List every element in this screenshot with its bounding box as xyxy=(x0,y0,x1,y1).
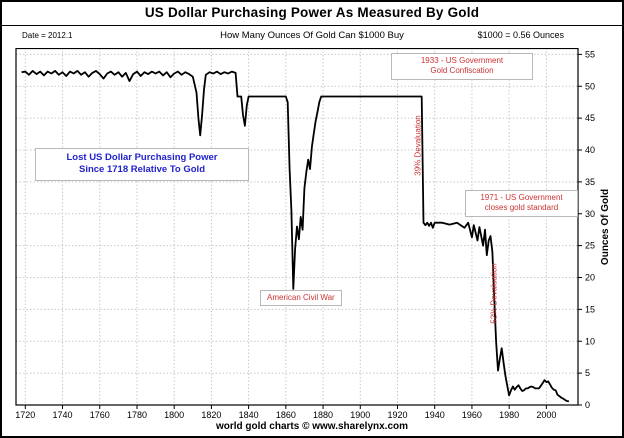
x-tick-label: 1780 xyxy=(127,410,147,420)
y-tick-label: 25 xyxy=(585,241,595,251)
x-tick-label: 1720 xyxy=(15,410,35,420)
annotation-52-percent-devaluation: 52% Devaluation xyxy=(489,263,499,324)
credit-text: world gold charts © www.sharelynx.com xyxy=(215,421,409,432)
y-tick-label: 30 xyxy=(585,209,595,219)
y-tick-label: 35 xyxy=(585,177,595,187)
price-line xyxy=(21,69,570,403)
y-axis-title: Ounces Of Gold xyxy=(600,188,611,266)
x-tick-label: 1740 xyxy=(53,410,73,420)
y-tick-label: 40 xyxy=(585,145,595,155)
x-tick-label: 1980 xyxy=(499,410,519,420)
annotation-lost-power-line2: Since 1718 Relative To Gold xyxy=(78,164,205,176)
x-tick-label: 1860 xyxy=(276,410,296,420)
annotation-lost-power-line1: Lost US Dollar Purchasing Power xyxy=(66,152,218,163)
y-tick-label: 5 xyxy=(585,368,590,378)
title-divider xyxy=(2,25,622,26)
y-tick-label: 20 xyxy=(585,273,595,283)
annotation-confiscation-line1: 1933 - US Government xyxy=(420,56,504,65)
annotation-american-civil-war: American Civil War xyxy=(260,290,342,307)
info-row: Date = 2012.1 How Many Ounces Of Gold Ca… xyxy=(2,30,622,41)
x-tick-label: 1800 xyxy=(164,410,184,420)
y-tick-label: 10 xyxy=(585,336,595,346)
x-tick-label: 1900 xyxy=(350,410,370,420)
x-tick-label: 1820 xyxy=(201,410,221,420)
plot-border xyxy=(15,48,579,406)
annotation-confiscation-line2: Gold Confiscation xyxy=(430,66,494,76)
current-value-label: $1000 = 0.56 Ounces xyxy=(477,30,564,40)
y-tick-label: 15 xyxy=(585,304,595,314)
x-tick-label: 1760 xyxy=(90,410,110,420)
x-tick-label: 2000 xyxy=(536,410,556,420)
x-tick-label: 1960 xyxy=(462,410,482,420)
y-tick-label: 0 xyxy=(585,400,590,410)
chart-subtitle: How Many Ounces Of Gold Can $1000 Buy xyxy=(220,30,404,41)
date-label: Date = 2012.1 xyxy=(22,31,73,40)
chart-title: US Dollar Purchasing Power As Measured B… xyxy=(144,5,480,20)
x-tick-label: 1880 xyxy=(313,410,333,420)
y-tick-label: 50 xyxy=(585,81,595,91)
x-tick-label: 1840 xyxy=(239,410,259,420)
y-tick-label: 55 xyxy=(585,49,595,59)
annotation-1971-gold-standard: 1971 - US Government closes gold standar… xyxy=(465,190,578,217)
annotation-1933-confiscation: 1933 - US Government Gold Confiscation xyxy=(391,53,533,80)
annotation-lost-purchasing-power: Lost US Dollar Purchasing Power Since 17… xyxy=(35,148,249,181)
annotation-39-percent-devaluation: 39% Devaluation xyxy=(413,115,423,176)
x-tick-label: 1940 xyxy=(425,410,445,420)
x-tick-label: 1920 xyxy=(387,410,407,420)
plot-area: 1720 1740 1760 1780 1800 1820 1840 1860 1880 1900… xyxy=(15,48,595,420)
annotation-gold-standard-line2: closes gold standard xyxy=(484,203,559,213)
y-tick-label: 45 xyxy=(585,113,595,123)
annotation-gold-standard-line1: 1971 - US Government xyxy=(480,193,563,202)
